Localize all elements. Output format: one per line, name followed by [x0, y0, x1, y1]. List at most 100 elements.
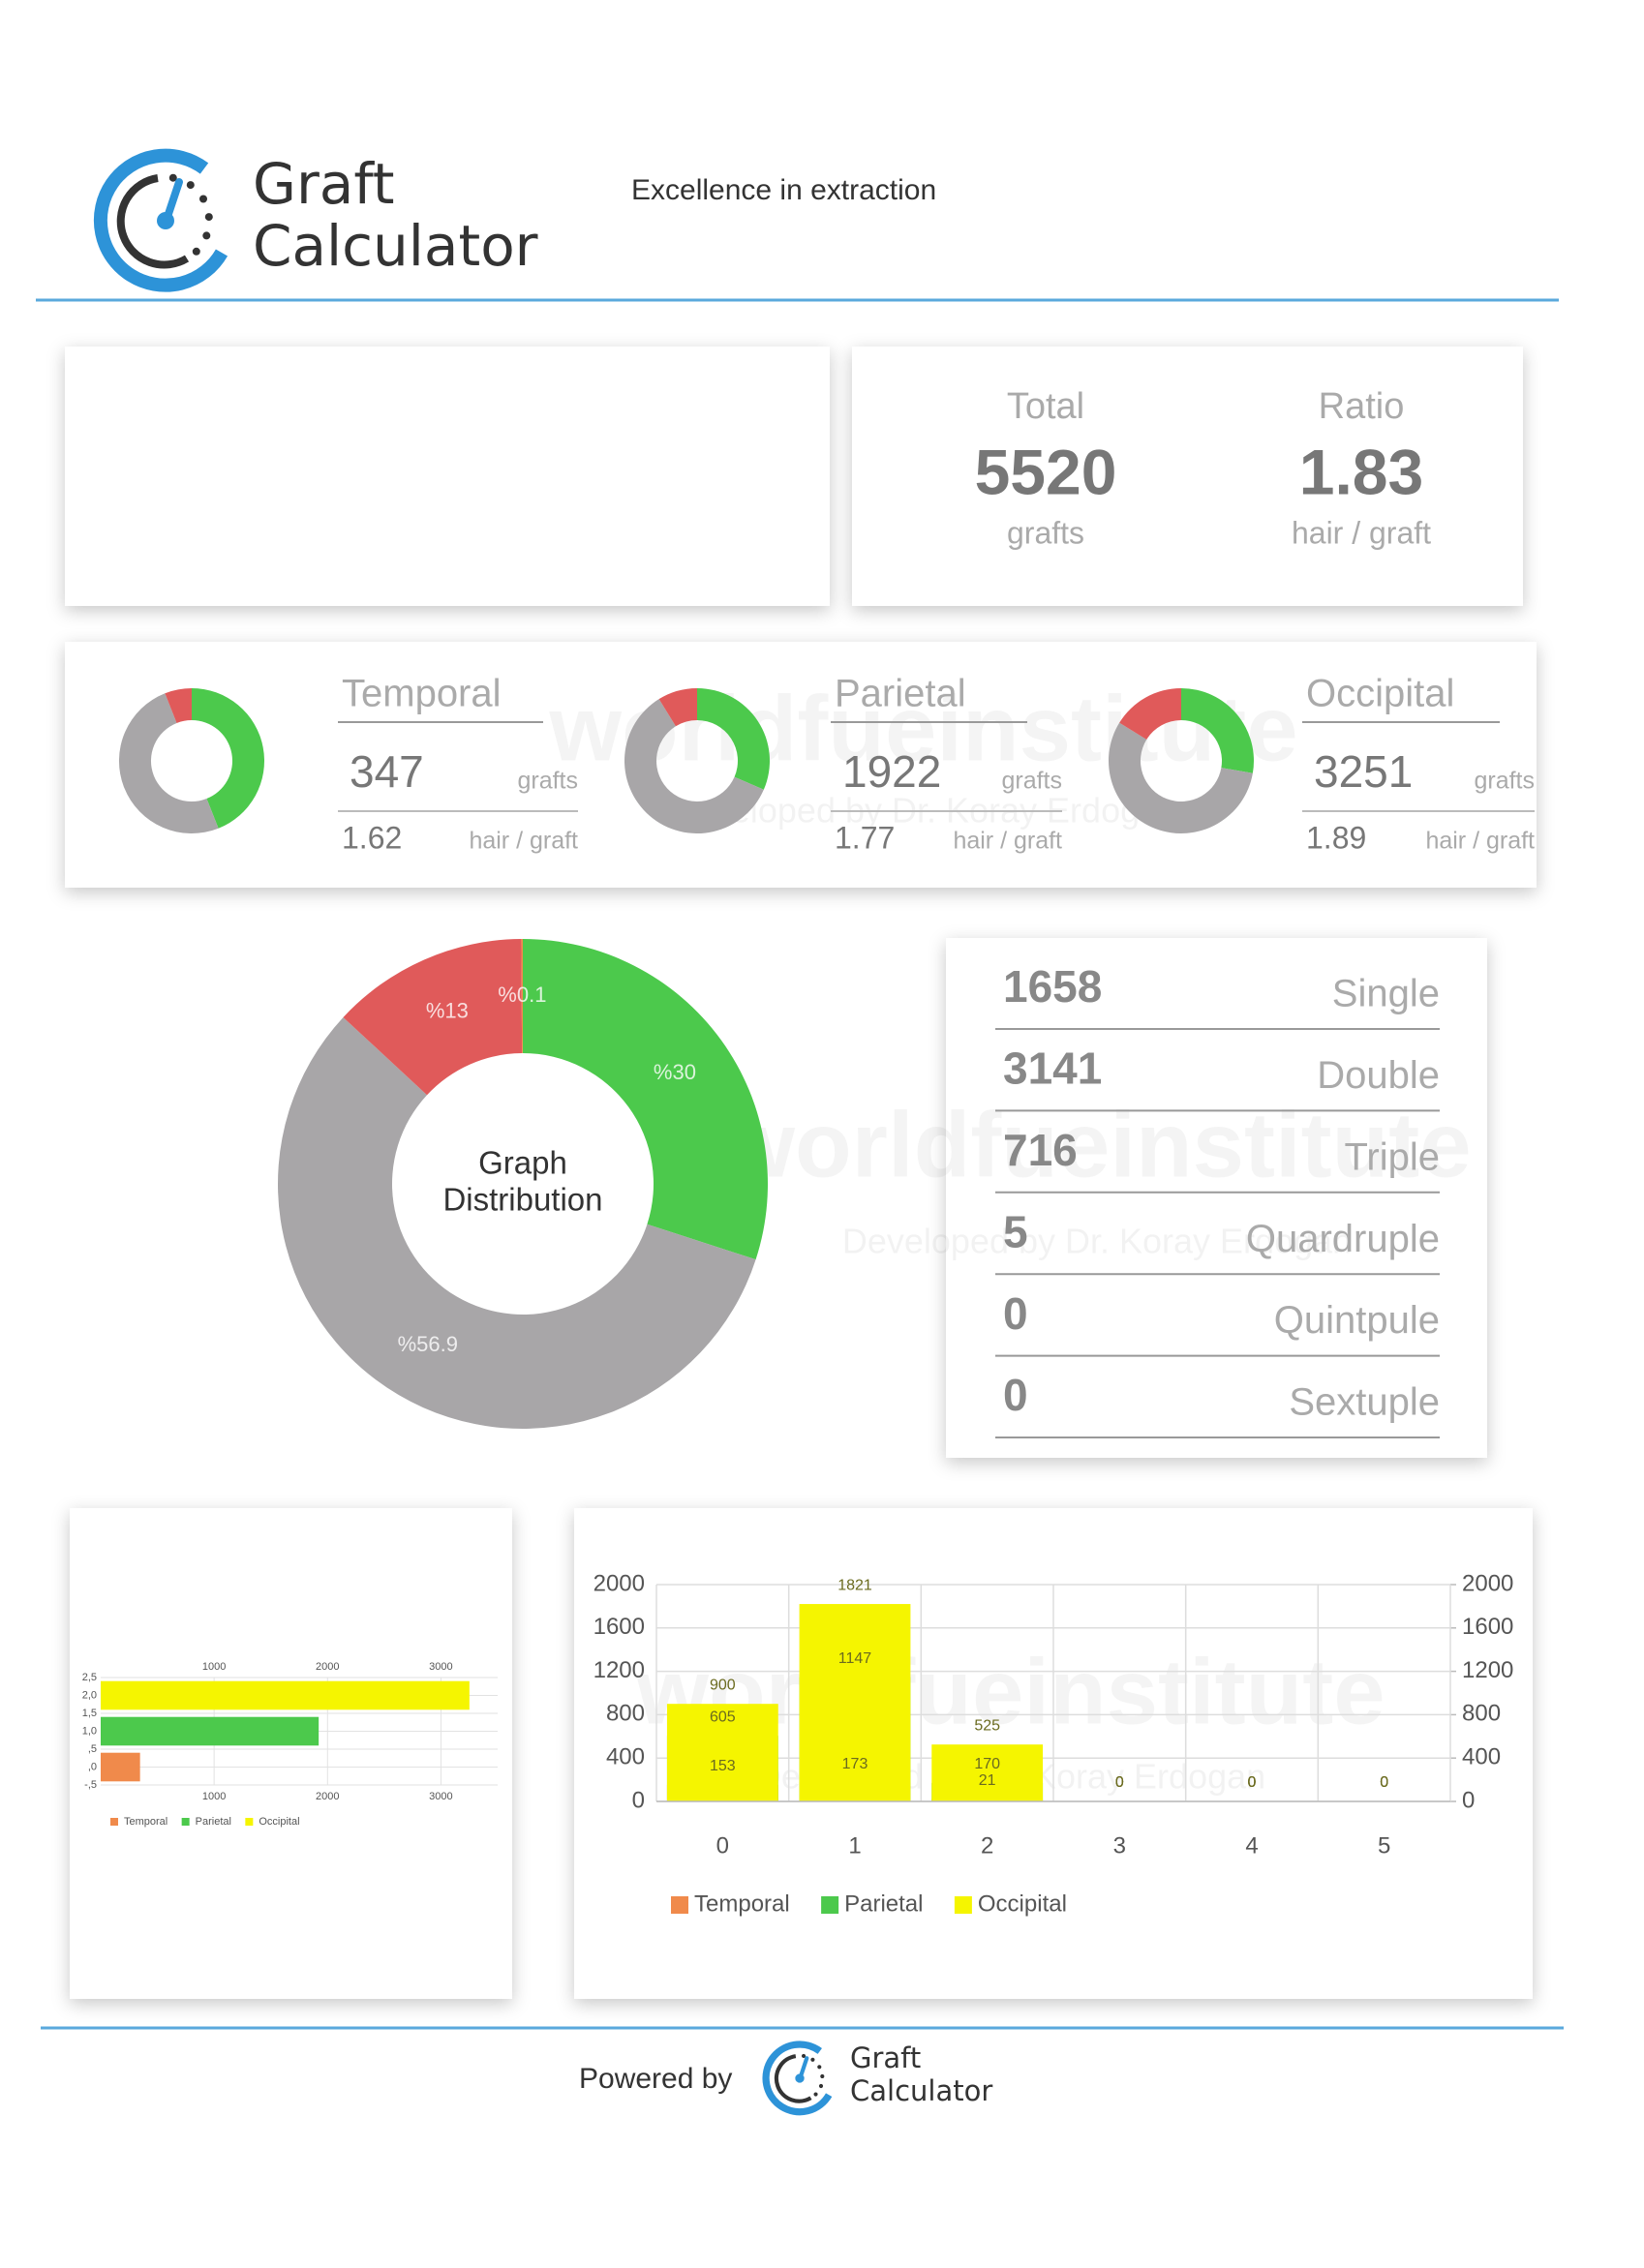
breakdown-count: 1658: [1003, 961, 1102, 1012]
brand-line: Calculator: [253, 213, 538, 279]
region-unit: grafts: [1001, 768, 1062, 795]
legend-label: Parietal: [844, 1890, 923, 1917]
bar: [666, 1704, 778, 1801]
x-tick-label: 0: [716, 1832, 729, 1859]
x-tick-label: 2: [981, 1832, 993, 1859]
legend-swatch: [821, 1896, 839, 1914]
region-ratio: 1.77: [835, 820, 895, 855]
data-label: 900: [710, 1677, 736, 1693]
y-tick-label: 1,0: [82, 1725, 97, 1737]
breakdown-label: Triple: [1344, 1135, 1440, 1178]
y2-tick-label: 1600: [1462, 1614, 1513, 1640]
breakdown-count: 0: [1003, 1288, 1028, 1339]
data-label: 0: [1248, 1774, 1257, 1791]
summary-unit: grafts: [1007, 515, 1084, 550]
data-label: 0: [1115, 1774, 1124, 1791]
region-grafts: 347: [350, 746, 424, 797]
card: [946, 938, 1487, 1458]
breakdown-count: 5: [1003, 1206, 1028, 1256]
data-label: 1147: [838, 1650, 872, 1667]
region-unit: grafts: [517, 768, 578, 795]
donut-segment: [1181, 688, 1255, 773]
y2-tick-label: 1200: [1462, 1657, 1513, 1683]
region-ratio: 1.62: [342, 820, 402, 855]
footer-brand: Calculator: [850, 2074, 992, 2107]
y-tick-label: ,0: [88, 1761, 97, 1772]
summary-unit: hair / graft: [1292, 515, 1431, 550]
breakdown-label: Quardruple: [1246, 1218, 1440, 1260]
donut-segment: [697, 688, 771, 790]
card: [70, 1508, 512, 1999]
legend-swatch: [181, 1818, 190, 1826]
y2-tick-label: 0: [1462, 1787, 1475, 1813]
donut-center-text: Graph: [478, 1145, 567, 1181]
y-tick-label: 400: [606, 1744, 645, 1770]
bar: [101, 1752, 140, 1782]
powered-by: Powered by: [579, 2063, 732, 2095]
legend-label: Temporal: [694, 1890, 790, 1917]
card: [65, 642, 1537, 888]
legend-swatch: [110, 1818, 118, 1826]
y2-tick-label: 800: [1462, 1701, 1501, 1727]
card: [65, 347, 830, 606]
footer-logo: [766, 2044, 829, 2112]
data-label: 21: [979, 1772, 996, 1789]
data-label: 0: [1380, 1774, 1388, 1791]
data-label: 0: [1380, 1774, 1388, 1791]
breakdown-label: Double: [1317, 1054, 1440, 1097]
bar: [799, 1604, 911, 1801]
region-ratio: 1.89: [1306, 820, 1366, 855]
x-tick-label: 1000: [202, 1791, 226, 1802]
legend-label: Occipital: [259, 1816, 299, 1828]
donut-segment: [278, 1016, 756, 1430]
region-unit: hair / graft: [469, 828, 578, 855]
summary-label: Ratio: [1319, 386, 1405, 427]
breakdown-count: 716: [1003, 1125, 1078, 1175]
region-unit: hair / graft: [1425, 828, 1535, 855]
bar: [101, 1680, 470, 1710]
bar: [101, 1716, 320, 1746]
donut-segment: [658, 688, 697, 727]
y-tick-label: 1600: [594, 1614, 645, 1640]
y-tick-label: 0: [632, 1787, 645, 1813]
data-label: %13: [426, 998, 469, 1022]
region-unit: grafts: [1474, 768, 1535, 795]
legend-label: Parietal: [196, 1816, 231, 1828]
y-tick-label: -,5: [84, 1779, 97, 1791]
donut-segment: [1108, 722, 1253, 833]
logo: [101, 156, 222, 286]
data-label: 0: [1248, 1774, 1257, 1791]
x-tick-label: 5: [1378, 1832, 1390, 1859]
legend-label: Occipital: [978, 1890, 1067, 1917]
x-tick-label: 3: [1113, 1832, 1126, 1859]
y-tick-label: 2,5: [82, 1672, 97, 1683]
x-tick-label: 4: [1245, 1832, 1258, 1859]
region-name: Occipital: [1306, 673, 1454, 715]
legend-swatch: [245, 1818, 254, 1826]
data-label: 525: [974, 1717, 1000, 1734]
x-tick-label: 2000: [316, 1791, 339, 1802]
data-label: 0: [1115, 1774, 1124, 1791]
x-tick-label: 3000: [429, 1791, 452, 1802]
tagline: Excellence in extraction: [631, 174, 936, 206]
watermark: Developed by Dr. Koray Erdogan: [842, 1222, 1352, 1261]
brand-line: Graft: [253, 151, 394, 217]
footer-brand: Graft: [850, 2041, 921, 2074]
region-grafts: 3251: [1314, 746, 1413, 797]
donut-segment: [118, 693, 219, 834]
region-grafts: 1922: [842, 746, 941, 797]
x-tick-label: 3000: [429, 1661, 452, 1673]
x-tick-label: 1: [848, 1832, 861, 1859]
region-name: Temporal: [342, 673, 502, 715]
data-label: 0: [1115, 1774, 1124, 1791]
data-label: 170: [974, 1756, 1000, 1772]
y-tick-label: 1200: [594, 1657, 645, 1683]
x-tick-label: 2000: [316, 1661, 339, 1673]
bar: [931, 1744, 1044, 1801]
region-name: Parietal: [835, 673, 966, 715]
breakdown-label: Single: [1332, 973, 1440, 1015]
y-tick-label: 1,5: [82, 1708, 97, 1719]
summary-label: Total: [1007, 386, 1084, 427]
